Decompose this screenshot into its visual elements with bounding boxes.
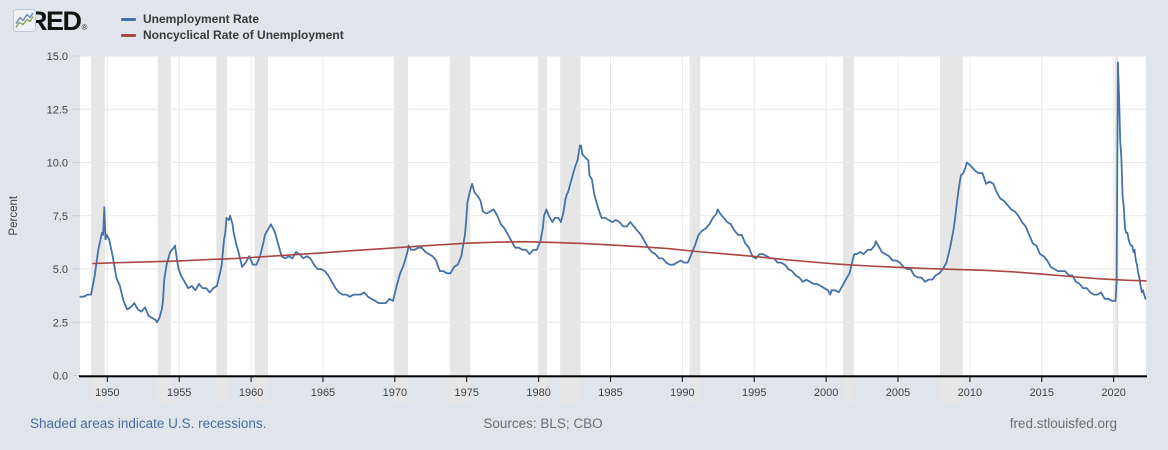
x-tick-label: 2000: [814, 387, 838, 399]
x-tick-label: 1990: [670, 387, 694, 399]
recession-band: [216, 56, 228, 404]
y-tick-label: 7.5: [53, 211, 68, 223]
x-axis-line: [79, 375, 1147, 378]
y-tick-label: 0.0: [53, 371, 68, 383]
sources-text: Sources: BLS; CBO: [483, 416, 603, 431]
fred-site-link[interactable]: fred.stlouisfed.org: [1009, 416, 1117, 431]
y-tick-label: 5.0: [53, 264, 68, 276]
x-tick-label: 2015: [1030, 387, 1054, 399]
recession-band: [254, 56, 268, 404]
y-tick-label: 15.0: [47, 51, 68, 63]
recession-band: [157, 56, 171, 404]
legend-swatch-icon: [121, 17, 136, 21]
x-tick-label: 1960: [239, 387, 263, 399]
recessions-note-link[interactable]: Shaded areas indicate U.S. recessions.: [30, 416, 267, 431]
legend-label: Noncyclical Rate of Unemployment: [143, 28, 344, 42]
fred-logo[interactable]: FRED ®: [13, 8, 90, 35]
recession-band: [449, 56, 471, 404]
x-tick-label: 2020: [1101, 387, 1125, 399]
x-tick-label: 1970: [383, 387, 407, 399]
x-tick-label: 1950: [95, 387, 119, 399]
x-tick-label: 1985: [598, 387, 622, 399]
legend-item-unemployment-rate[interactable]: Unemployment Rate: [121, 11, 344, 27]
x-tick-label: 1995: [742, 387, 766, 399]
chart-legend: Unemployment Rate Noncyclical Rate of Une…: [121, 11, 344, 43]
x-tick-label: 1975: [454, 387, 478, 399]
y-tick-label: 10.0: [47, 158, 68, 170]
recession-band: [560, 56, 581, 404]
x-tick-label: 1955: [167, 387, 191, 399]
y-axis-title: Percent: [8, 195, 20, 235]
legend-swatch-icon: [121, 33, 136, 37]
recession-band: [939, 56, 963, 404]
recession-band: [91, 56, 105, 404]
recession-band: [689, 56, 701, 404]
y-tick-label: 2.5: [53, 317, 68, 329]
legend-label: Unemployment Rate: [143, 12, 260, 26]
x-tick-label: 1965: [311, 387, 335, 399]
legend-item-noncyclical-rate-of-unemployment[interactable]: Noncyclical Rate of Unemployment: [121, 27, 344, 43]
x-tick-label: 2010: [958, 387, 982, 399]
recession-band: [842, 56, 854, 404]
series-line-noncyclical-rate-of-unemployment: [92, 240, 1147, 282]
x-tick-label: 2005: [886, 387, 910, 399]
recession-band: [393, 56, 409, 404]
registered-trademark-symbol: ®: [81, 23, 88, 32]
y-tick-label: 12.5: [47, 104, 68, 116]
series-line-unemployment-rate: [79, 61, 1147, 324]
x-tick-label: 1980: [526, 387, 550, 399]
